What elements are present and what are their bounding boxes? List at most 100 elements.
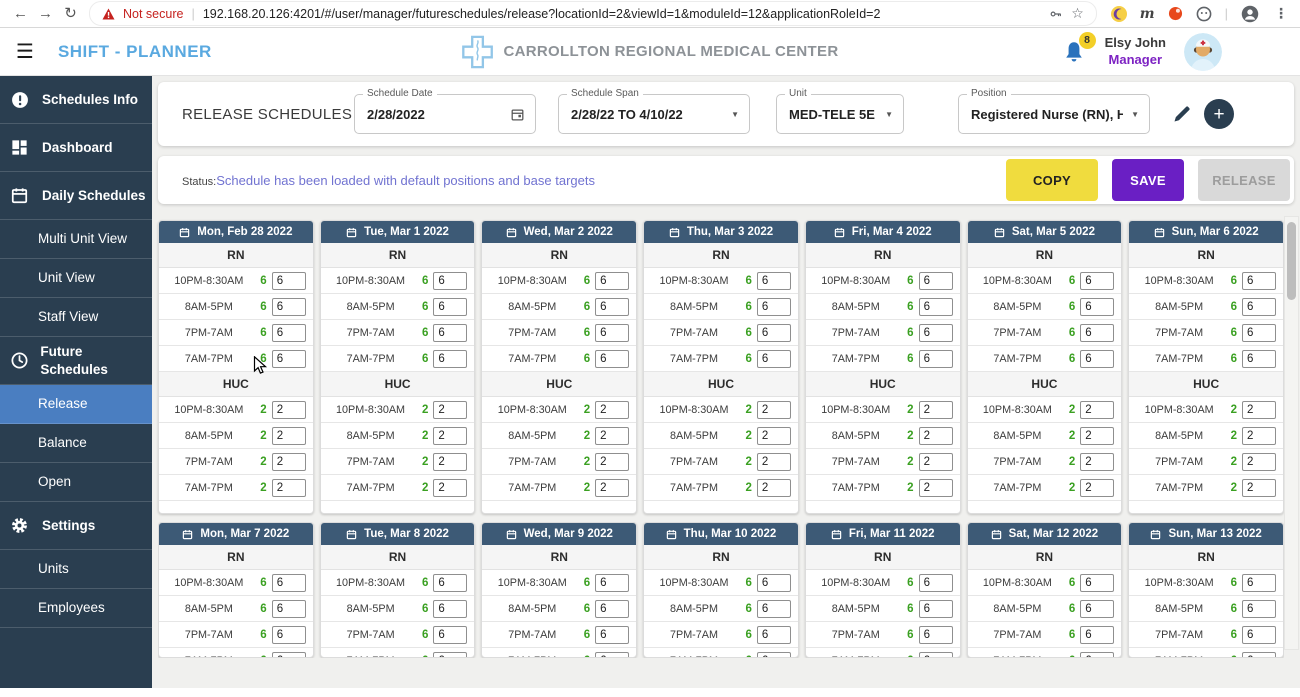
browser-profile-icon[interactable] <box>1241 5 1259 23</box>
shift-count-input[interactable] <box>1241 452 1276 471</box>
shift-count-input[interactable] <box>271 297 306 316</box>
browser-menu-icon[interactable]: ⋮ <box>1274 5 1288 21</box>
shift-count-input[interactable] <box>1241 426 1276 445</box>
shift-count-input[interactable] <box>1080 323 1115 342</box>
crescent-extension-icon[interactable] <box>1110 5 1127 22</box>
shift-count-input[interactable] <box>433 625 468 644</box>
shift-count-input[interactable] <box>918 573 953 592</box>
shift-count-input[interactable] <box>756 426 791 445</box>
shift-count-input[interactable] <box>433 297 468 316</box>
shift-count-input[interactable] <box>756 452 791 471</box>
browser-back-button[interactable]: ← <box>13 5 28 22</box>
shift-count-input[interactable] <box>271 599 306 618</box>
shift-count-input[interactable] <box>595 271 630 290</box>
vertical-scrollbar[interactable] <box>1284 216 1299 650</box>
shift-count-input[interactable] <box>271 349 306 368</box>
red-extension-icon[interactable] <box>1168 6 1183 21</box>
shift-count-input[interactable] <box>756 297 791 316</box>
release-button[interactable]: RELEASE <box>1198 159 1290 201</box>
shift-count-input[interactable] <box>433 478 468 497</box>
sidebar-item-dashboard[interactable]: Dashboard <box>0 124 152 172</box>
shift-count-input[interactable] <box>918 426 953 445</box>
sidebar-item-settings[interactable]: Settings <box>0 502 152 550</box>
shift-count-input[interactable] <box>1241 478 1276 497</box>
shift-count-input[interactable] <box>1241 297 1276 316</box>
shift-count-input[interactable] <box>918 625 953 644</box>
shift-count-input[interactable] <box>433 271 468 290</box>
shift-count-input[interactable] <box>271 625 306 644</box>
shift-count-input[interactable] <box>918 651 953 657</box>
shift-count-input[interactable] <box>271 478 306 497</box>
not-secure-label[interactable]: Not secure <box>123 6 184 21</box>
shift-count-input[interactable] <box>271 426 306 445</box>
shift-count-input[interactable] <box>271 573 306 592</box>
shift-count-input[interactable] <box>918 349 953 368</box>
shift-count-input[interactable] <box>918 599 953 618</box>
shift-count-input[interactable] <box>271 323 306 342</box>
shift-count-input[interactable] <box>918 323 953 342</box>
shift-count-input[interactable] <box>433 573 468 592</box>
shift-count-input[interactable] <box>1080 271 1115 290</box>
sidebar-item-balance[interactable]: Balance <box>0 424 152 463</box>
shift-count-input[interactable] <box>433 400 468 419</box>
shift-count-input[interactable] <box>271 400 306 419</box>
sidebar-item-release[interactable]: Release <box>0 385 152 424</box>
shift-count-input[interactable] <box>1241 599 1276 618</box>
avatar[interactable] <box>1184 32 1222 71</box>
shift-count-input[interactable] <box>1241 323 1276 342</box>
shift-count-input[interactable] <box>595 625 630 644</box>
shift-count-input[interactable] <box>1080 478 1115 497</box>
address-bar[interactable]: Not secure | 192.168.20.126:4201/#/user/… <box>89 1 1097 26</box>
schedule-date-field[interactable]: Schedule Date 2/28/2022 <box>354 88 536 134</box>
shift-count-input[interactable] <box>756 323 791 342</box>
sidebar-item-staff-view[interactable]: Staff View <box>0 298 152 337</box>
position-select[interactable]: Position Registered Nurse (RN), HUC (H..… <box>958 88 1150 134</box>
shift-count-input[interactable] <box>756 400 791 419</box>
shift-count-input[interactable] <box>756 349 791 368</box>
sidebar-item-employees[interactable]: Employees <box>0 589 152 628</box>
shift-count-input[interactable] <box>1080 625 1115 644</box>
sidebar-item-open[interactable]: Open <box>0 463 152 502</box>
shift-count-input[interactable] <box>1080 426 1115 445</box>
shift-count-input[interactable] <box>1241 271 1276 290</box>
circle-extension-icon[interactable] <box>1196 6 1212 22</box>
shift-count-input[interactable] <box>595 651 630 657</box>
shift-count-input[interactable] <box>595 323 630 342</box>
shift-count-input[interactable] <box>595 297 630 316</box>
shift-count-input[interactable] <box>1080 349 1115 368</box>
shift-count-input[interactable] <box>918 478 953 497</box>
shift-count-input[interactable] <box>433 599 468 618</box>
add-position-button[interactable]: + <box>1204 99 1234 129</box>
shift-count-input[interactable] <box>1241 573 1276 592</box>
browser-reload-button[interactable]: ↻ <box>64 5 77 22</box>
shift-count-input[interactable] <box>1080 651 1115 657</box>
shift-count-input[interactable] <box>595 599 630 618</box>
shift-count-input[interactable] <box>918 400 953 419</box>
hamburger-menu-button[interactable]: ☰ <box>16 41 34 63</box>
shift-count-input[interactable] <box>756 599 791 618</box>
shift-count-input[interactable] <box>595 573 630 592</box>
shift-count-input[interactable] <box>918 297 953 316</box>
shift-count-input[interactable] <box>433 349 468 368</box>
sidebar-item-multi-unit-view[interactable]: Multi Unit View <box>0 220 152 259</box>
sidebar-item-unit-view[interactable]: Unit View <box>0 259 152 298</box>
shift-count-input[interactable] <box>595 400 630 419</box>
shift-count-input[interactable] <box>1080 297 1115 316</box>
edit-positions-button[interactable] <box>1172 104 1192 124</box>
shift-count-input[interactable] <box>756 478 791 497</box>
shift-count-input[interactable] <box>433 452 468 471</box>
shift-count-input[interactable] <box>595 426 630 445</box>
shift-count-input[interactable] <box>756 271 791 290</box>
shift-count-input[interactable] <box>271 651 306 657</box>
notifications-bell-icon[interactable]: 8 <box>1061 31 1096 65</box>
scrollbar-thumb[interactable] <box>1287 222 1296 300</box>
bookmark-star-icon[interactable]: ☆ <box>1071 5 1084 21</box>
shift-count-input[interactable] <box>271 271 306 290</box>
m-extension-icon[interactable]: m <box>1139 5 1155 22</box>
sidebar-item-schedules-info[interactable]: Schedules Info <box>0 76 152 124</box>
shift-count-input[interactable] <box>1241 400 1276 419</box>
shift-count-input[interactable] <box>918 452 953 471</box>
sidebar-item-daily-schedules[interactable]: Daily Schedules <box>0 172 152 220</box>
sidebar-item-future-schedules[interactable]: Future Schedules <box>0 337 152 385</box>
shift-count-input[interactable] <box>595 452 630 471</box>
